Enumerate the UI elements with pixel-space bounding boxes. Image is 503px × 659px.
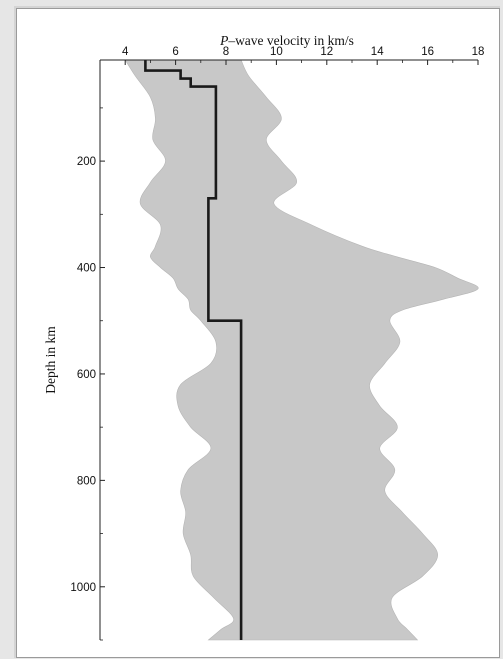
x-tick-label-14: 14 [371,46,384,58]
x-tick-label-10: 10 [270,46,283,58]
y-tick-label-400: 400 [77,263,96,275]
y-tick-label-1000: 1000 [70,582,96,594]
velocity-model-line-0 [144,60,243,640]
velocity-range-band [124,59,479,641]
y-tick-label-200: 200 [77,156,96,168]
x-tick-label-18: 18 [472,46,485,58]
x-tick-label-4: 4 [122,46,129,58]
x-tick-label-12: 12 [320,46,333,58]
x-axis-title-prefix: P [219,33,228,48]
plot-area: 4 6 8 10 12 14 16 18 200 400 600 800 1000 [70,46,485,641]
x-axis-title-rest: –wave velocity in km/s [227,33,354,48]
x-axis-title: P–wave velocity in km/s [219,33,354,48]
x-tick-label-6: 6 [172,46,178,58]
x-tick-label-8: 8 [223,46,229,58]
y-tick-label-600: 600 [77,369,96,381]
x-tick-label-16: 16 [421,46,434,58]
y-axis-title: Depth in km [43,326,58,394]
y-tick-label-800: 800 [77,475,96,487]
